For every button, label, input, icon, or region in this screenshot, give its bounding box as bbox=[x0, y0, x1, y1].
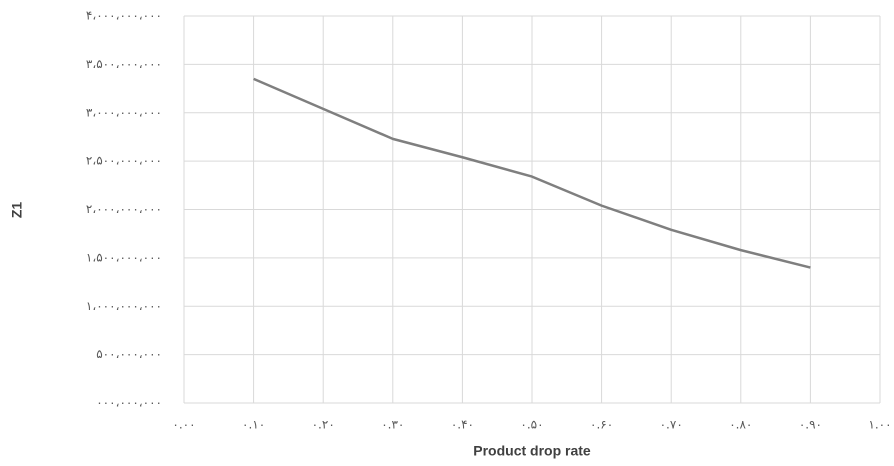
x-tick-label: ۰.۱۰ bbox=[242, 418, 265, 432]
x-tick-label: ۰.۶۰ bbox=[590, 418, 613, 432]
x-tick-label: ۰.۵۰ bbox=[520, 418, 543, 432]
x-tick-label: ۰.۳۰ bbox=[381, 418, 404, 432]
x-tick-label: ۰.۲۰ bbox=[312, 418, 335, 432]
y-axis-title: Z1 bbox=[9, 202, 25, 219]
y-tick-label: ۲،۰۰۰،۰۰۰،۰۰۰ bbox=[86, 202, 162, 216]
y-tick-label: ۳،۰۰۰،۰۰۰،۰۰۰ bbox=[86, 105, 162, 119]
y-tick-label: ۲،۵۰۰،۰۰۰،۰۰۰ bbox=[86, 154, 162, 168]
y-tick-label: ۳،۵۰۰،۰۰۰،۰۰۰ bbox=[86, 57, 162, 71]
y-tick-label: ۱،۵۰۰،۰۰۰،۰۰۰ bbox=[86, 250, 162, 264]
x-axis-title: Product drop rate bbox=[473, 443, 591, 459]
x-tick-label: ۰.۹۰ bbox=[799, 418, 822, 432]
y-tick-label: ۴،۰۰۰،۰۰۰،۰۰۰ bbox=[86, 9, 162, 23]
y-tick-label: ۵۰۰،۰۰۰،۰۰۰ bbox=[96, 347, 162, 361]
x-tick-label: ۰.۰۰ bbox=[172, 418, 195, 432]
y-tick-label: ۰۰۰،۰۰۰،۰۰۰ bbox=[96, 396, 162, 410]
x-tick-label: ۰.۸۰ bbox=[729, 418, 752, 432]
x-tick-label: ۰.۴۰ bbox=[451, 418, 474, 432]
y-tick-label: ۱،۰۰۰،۰۰۰،۰۰۰ bbox=[86, 299, 162, 313]
x-tick-label: ۱.۰۰ bbox=[868, 418, 891, 432]
chart: Product drop rate Z1 ۰۰۰،۰۰۰،۰۰۰ ۵۰۰،۰۰۰،… bbox=[0, 0, 894, 466]
x-tick-label: ۰.۷۰ bbox=[660, 418, 683, 432]
